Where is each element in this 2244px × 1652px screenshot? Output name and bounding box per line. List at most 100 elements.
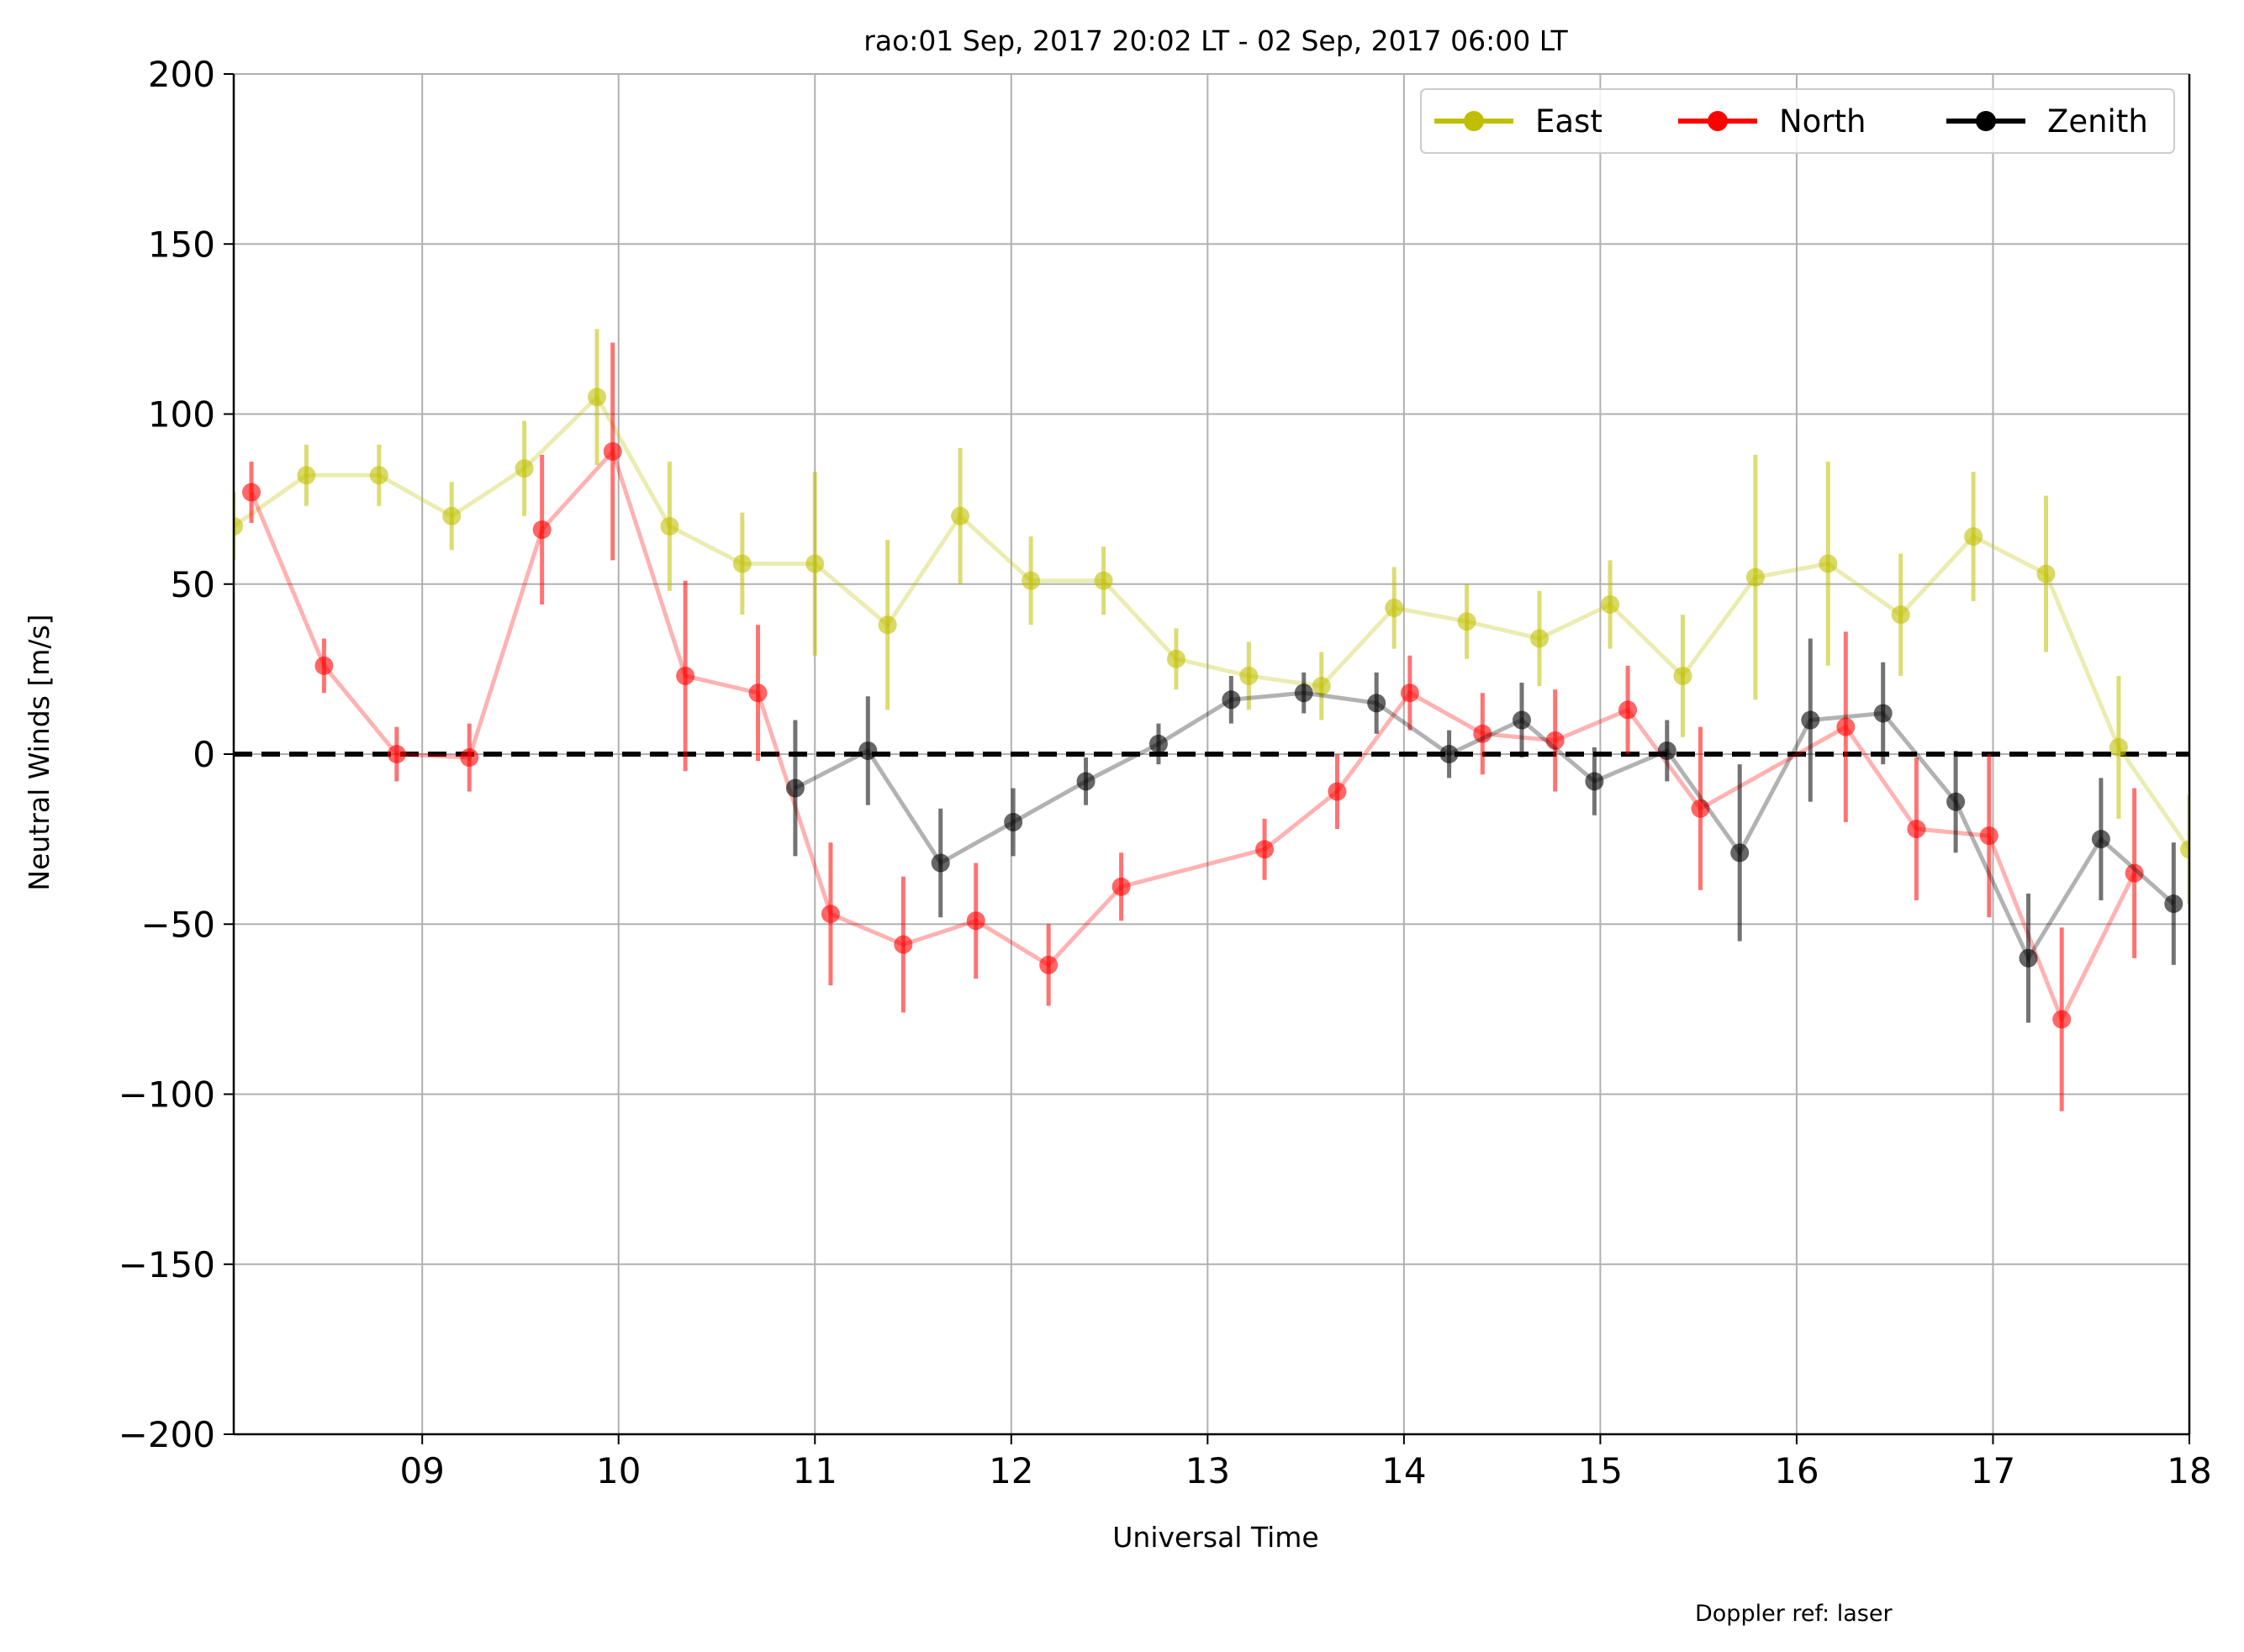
point-east-19	[1601, 595, 1620, 615]
point-zenith-17	[2019, 948, 2038, 968]
point-north-3	[460, 748, 479, 768]
point-zenith-18	[2091, 830, 2110, 849]
point-north-24	[2125, 863, 2144, 883]
point-north-7	[748, 683, 768, 703]
point-zenith-7	[1294, 683, 1313, 703]
y-tick-label-0: 0	[193, 734, 215, 775]
point-east-22	[1819, 554, 1838, 573]
point-east-6	[660, 516, 679, 536]
point-north-2	[387, 745, 406, 763]
series-line-zenith	[794, 690, 2175, 963]
tick-labels: 09 10 11 12 13 14 15 16 17 18 −200 −150 −100 −50 0 50 10…	[119, 54, 2212, 1491]
legend-marker-east	[1464, 111, 1484, 131]
point-east-25	[2036, 564, 2056, 583]
point-east-14	[1239, 666, 1259, 685]
point-north-18	[1618, 700, 1638, 720]
point-east-23	[1891, 605, 1910, 625]
point-north-21	[1907, 819, 1926, 838]
point-zenith-8	[1367, 694, 1386, 713]
x-tick-label-09: 09	[399, 1450, 444, 1491]
legend-label-north: North	[1779, 103, 1866, 140]
point-north-23	[2052, 1010, 2072, 1029]
point-zenith-0	[785, 778, 805, 798]
chart-title: rao:01 Sep, 2017 20:02 LT - 02 Sep, 2017…	[863, 24, 1568, 57]
y-tick-label--50: −50	[140, 904, 215, 945]
legend-entry-north: North	[1678, 103, 1866, 140]
point-east-11	[1022, 571, 1041, 590]
point-north-5	[603, 441, 622, 461]
point-zenith-1	[858, 741, 878, 760]
point-east-18	[1530, 629, 1550, 648]
point-zenith-15	[1873, 704, 1893, 723]
x-tick-label-18: 18	[2167, 1450, 2211, 1491]
point-east-12	[1094, 571, 1113, 590]
series-line-east	[234, 393, 2189, 851]
point-north-14	[1328, 782, 1347, 801]
point-east-7	[732, 554, 752, 573]
point-east-27	[2180, 840, 2189, 859]
point-north-13	[1255, 840, 1275, 859]
legend-frame	[1420, 88, 2175, 154]
point-east-3	[442, 506, 462, 525]
point-east-8	[805, 554, 825, 573]
y-axis-label: Neutral Winds [m/s]	[23, 614, 55, 890]
x-tick-label-13: 13	[1185, 1450, 1230, 1491]
y-tick-label--150: −150	[119, 1244, 215, 1285]
point-east-15	[1312, 677, 1331, 696]
point-zenith-16	[1946, 792, 1966, 811]
point-north-8	[821, 905, 840, 924]
legend-label-zenith: Zenith	[2047, 103, 2148, 140]
point-north-9	[894, 935, 913, 954]
point-zenith-10	[1512, 710, 1531, 730]
legend-entry-zenith: Zenith	[1946, 103, 2148, 140]
point-east-0	[234, 516, 243, 536]
series-north	[242, 342, 2144, 1111]
point-east-5	[588, 388, 607, 407]
point-east-26	[2109, 737, 2128, 757]
point-east-17	[1457, 612, 1476, 631]
point-north-15	[1400, 683, 1419, 703]
legend-entry-east: East	[1434, 103, 1602, 140]
point-east-4	[515, 459, 534, 478]
point-zenith-13	[1730, 843, 1750, 863]
legend-marker-north	[1708, 111, 1728, 131]
point-zenith-6	[1222, 690, 1241, 710]
legend: East North Zenith	[1420, 88, 2175, 154]
point-north-17	[1545, 731, 1565, 750]
series-east	[234, 329, 2189, 904]
point-east-2	[369, 466, 388, 485]
point-zenith-2	[931, 853, 950, 873]
doppler-note: Doppler ref: laser	[1695, 1601, 1893, 1627]
y-tick-label-100: 100	[148, 394, 215, 435]
point-north-16	[1473, 724, 1492, 743]
point-zenith-3	[1004, 812, 1023, 831]
x-tick-label-14: 14	[1381, 1450, 1426, 1491]
series-group	[234, 329, 2189, 1111]
point-east-20	[1673, 666, 1692, 685]
point-zenith-19	[2164, 894, 2183, 913]
point-east-10	[951, 506, 970, 525]
y-tick-label--100: −100	[119, 1074, 215, 1116]
point-north-22	[1979, 826, 1998, 846]
point-north-12	[1111, 877, 1131, 896]
series-zenith	[785, 638, 2183, 1023]
y-tick-label--200: −200	[119, 1414, 215, 1455]
point-north-20	[1836, 717, 1856, 736]
y-tick-label-50: 50	[171, 564, 215, 605]
point-north-19	[1691, 799, 1710, 818]
point-north-1	[314, 656, 334, 675]
point-zenith-4	[1076, 772, 1096, 791]
point-north-11	[1039, 955, 1059, 974]
x-tick-label-12: 12	[989, 1450, 1033, 1491]
point-zenith-14	[1801, 710, 1820, 730]
point-north-10	[966, 911, 985, 931]
point-east-9	[878, 615, 897, 635]
legend-label-east: East	[1535, 103, 1602, 140]
y-tick-label-150: 150	[148, 224, 215, 265]
point-north-6	[676, 666, 695, 685]
x-tick-label-17: 17	[1971, 1450, 2015, 1491]
x-tick-label-15: 15	[1578, 1450, 1623, 1491]
x-tick-label-11: 11	[793, 1450, 837, 1491]
